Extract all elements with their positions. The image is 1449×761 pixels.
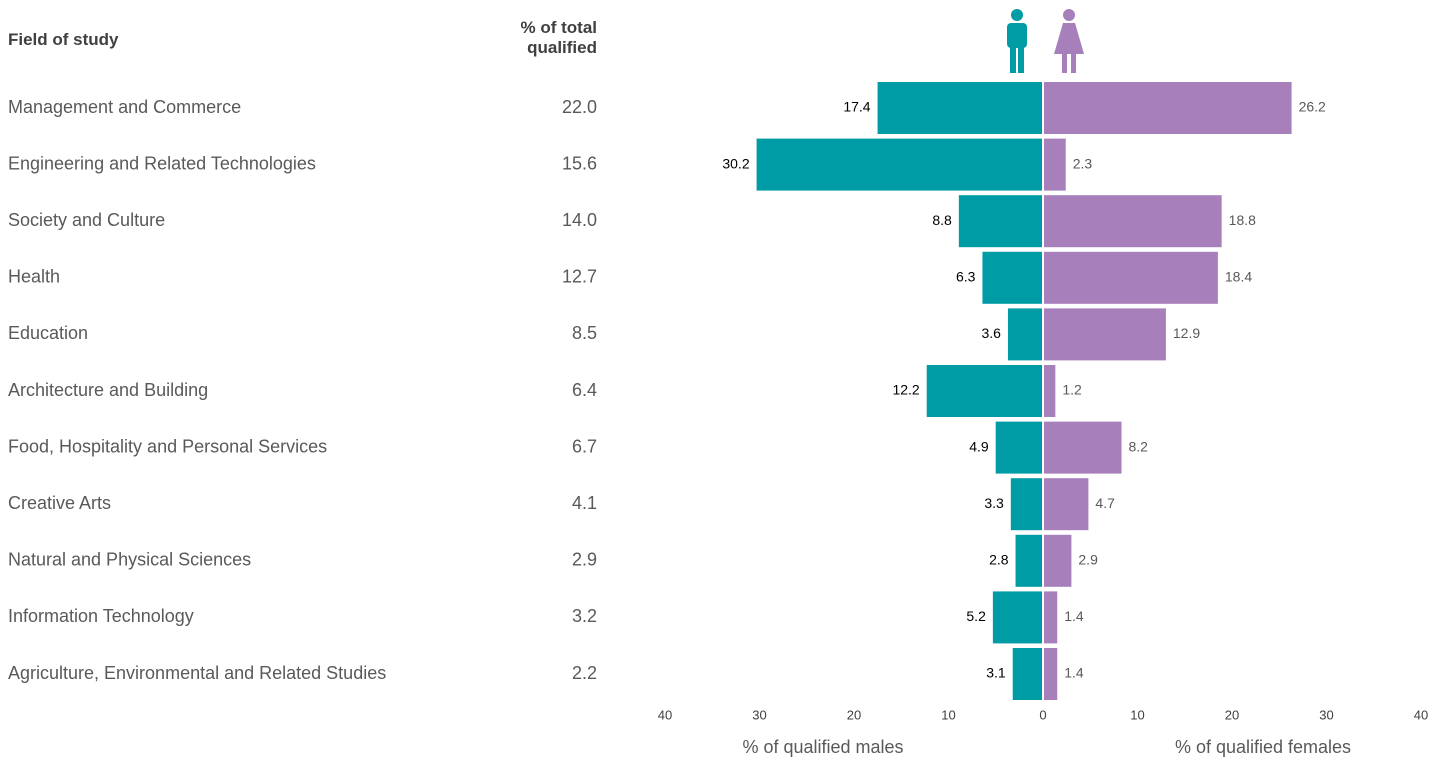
data-label: 8.8: [932, 212, 952, 228]
axis-label: % of qualified females: [1175, 737, 1351, 757]
female-icon: [1054, 9, 1084, 73]
category-label: Architecture and Building: [8, 380, 208, 400]
data-label: 17.4: [843, 99, 870, 115]
bar: [1044, 534, 1072, 587]
bar: [1044, 308, 1166, 361]
x-tick-label: 20: [847, 707, 861, 722]
category-label: Agriculture, Environmental and Related S…: [8, 663, 386, 683]
data-label: 1.2: [1062, 382, 1082, 398]
bar: [1044, 82, 1292, 134]
data-label: 26.2: [1299, 99, 1326, 115]
total-value: 14.0: [562, 210, 597, 230]
total-value: 6.4: [572, 380, 597, 400]
bar: [1044, 591, 1058, 644]
bar: [958, 195, 1042, 248]
bar: [756, 138, 1042, 191]
x-tick-label: 0: [1039, 707, 1046, 722]
category-label: Health: [8, 267, 60, 287]
bar: [1010, 478, 1042, 531]
data-label: 4.7: [1095, 495, 1115, 511]
total-value: 2.2: [572, 663, 597, 683]
data-label: 3.1: [986, 665, 1006, 681]
data-label: 1.4: [1064, 608, 1084, 624]
category-label: Creative Arts: [8, 493, 111, 513]
x-tick-label: 30: [752, 707, 766, 722]
x-tick-label: 40: [1414, 707, 1428, 722]
bar: [995, 421, 1042, 474]
bar: [877, 82, 1042, 134]
data-label: 18.4: [1225, 269, 1252, 285]
data-label: 3.6: [982, 325, 1002, 341]
category-label: Food, Hospitality and Personal Services: [8, 436, 327, 456]
bar: [1012, 648, 1042, 700]
total-value: 12.7: [562, 267, 597, 287]
bar: [1044, 648, 1058, 700]
bar: [992, 591, 1042, 644]
bar: [1044, 195, 1222, 248]
total-value: 3.2: [572, 606, 597, 626]
bar: [1007, 308, 1042, 361]
data-label: 30.2: [722, 155, 749, 171]
total-value: 2.9: [572, 550, 597, 570]
bar: [1044, 138, 1066, 191]
data-label: 1.4: [1064, 665, 1084, 681]
x-tick-label: 30: [1319, 707, 1333, 722]
category-label: Natural and Physical Sciences: [8, 550, 251, 570]
x-tick-label: 10: [941, 707, 955, 722]
data-label: 12.2: [892, 382, 919, 398]
data-label: 2.9: [1078, 552, 1098, 568]
data-label: 6.3: [956, 269, 976, 285]
category-label: Engineering and Related Technologies: [8, 153, 316, 173]
total-value: 4.1: [572, 493, 597, 513]
category-label: Management and Commerce: [8, 97, 241, 117]
x-tick-label: 10: [1130, 707, 1144, 722]
data-label: 12.9: [1173, 325, 1200, 341]
bar: [982, 251, 1042, 304]
axis-label: % of qualified males: [742, 737, 903, 757]
data-label: 8.2: [1128, 438, 1148, 454]
bar: [1044, 478, 1089, 531]
data-label: 2.8: [989, 552, 1009, 568]
bar: [1044, 421, 1122, 474]
bar: [1044, 251, 1218, 304]
category-label: Information Technology: [8, 606, 194, 626]
total-value: 6.7: [572, 436, 597, 456]
data-label: 2.3: [1073, 155, 1093, 171]
data-label: 5.2: [966, 608, 986, 624]
male-icon: [1007, 9, 1027, 73]
total-header: % of total qualified: [520, 18, 598, 57]
data-label: 4.9: [969, 438, 989, 454]
bar: [926, 365, 1042, 417]
total-value: 22.0: [562, 97, 597, 117]
category-label: Education: [8, 323, 88, 343]
category-label: Society and Culture: [8, 210, 165, 230]
data-label: 18.8: [1229, 212, 1256, 228]
total-value: 8.5: [572, 323, 597, 343]
bar: [1015, 534, 1042, 587]
x-tick-label: 20: [1225, 707, 1239, 722]
x-tick-label: 40: [658, 707, 672, 722]
bar: [1044, 365, 1056, 417]
data-label: 3.3: [984, 495, 1004, 511]
category-header: Field of study: [8, 30, 119, 49]
total-value: 15.6: [562, 153, 597, 173]
